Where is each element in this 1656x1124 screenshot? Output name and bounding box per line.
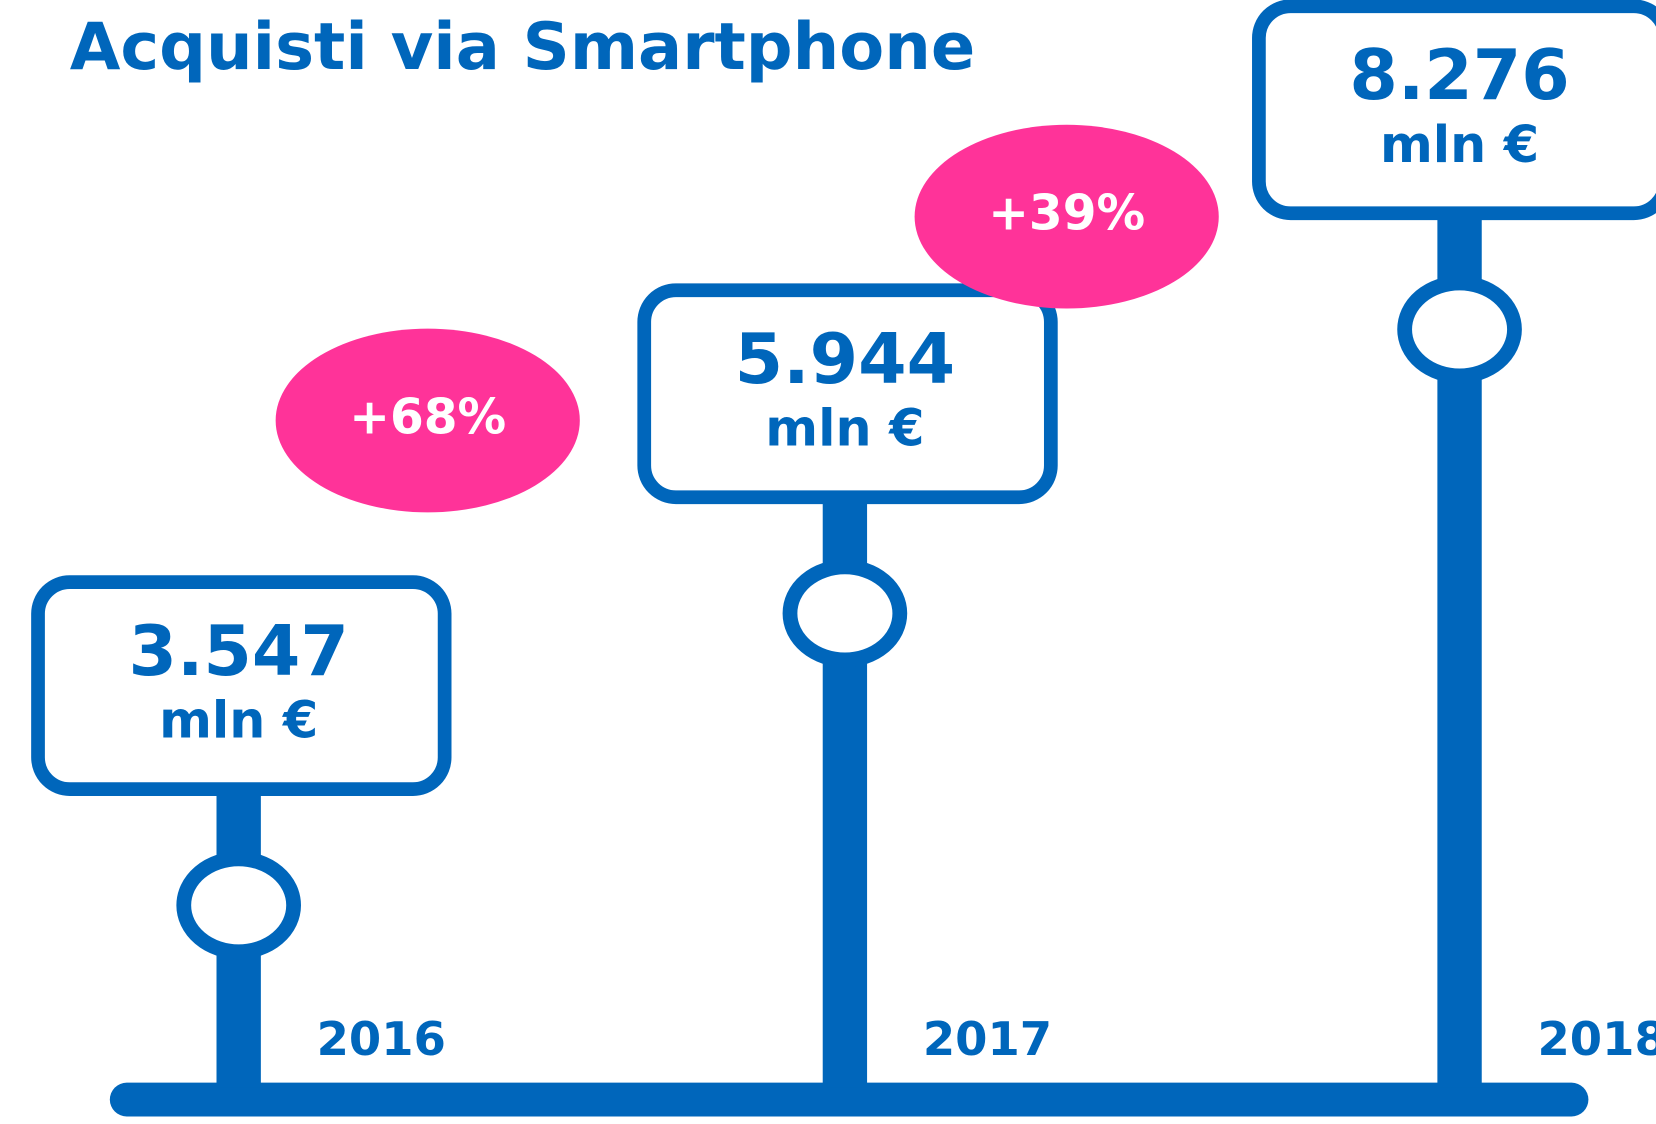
growth-label: +68% xyxy=(349,389,506,445)
unit-label: mln € xyxy=(1380,115,1539,174)
value-box xyxy=(31,575,452,796)
value-label: 3.547 xyxy=(128,611,348,692)
value-box xyxy=(1252,0,1656,221)
value-label: 8.276 xyxy=(1349,35,1569,116)
value-label: 5.944 xyxy=(735,319,955,400)
growth-badge xyxy=(275,328,580,513)
growth-label: +39% xyxy=(988,186,1145,242)
x-tick-label: 2018 xyxy=(1537,1012,1656,1066)
marker xyxy=(1397,275,1522,384)
baseline xyxy=(109,1082,1589,1117)
marker xyxy=(782,559,908,668)
unit-label: mln € xyxy=(765,399,924,458)
growth-badge xyxy=(914,124,1219,309)
value-box xyxy=(637,283,1058,505)
x-tick-label: 2016 xyxy=(317,1012,446,1066)
chart-title: Acquisti via Smartphone xyxy=(70,9,976,85)
x-tick-label: 2017 xyxy=(923,1012,1052,1066)
unit-label: mln € xyxy=(159,691,318,750)
marker xyxy=(176,851,301,960)
